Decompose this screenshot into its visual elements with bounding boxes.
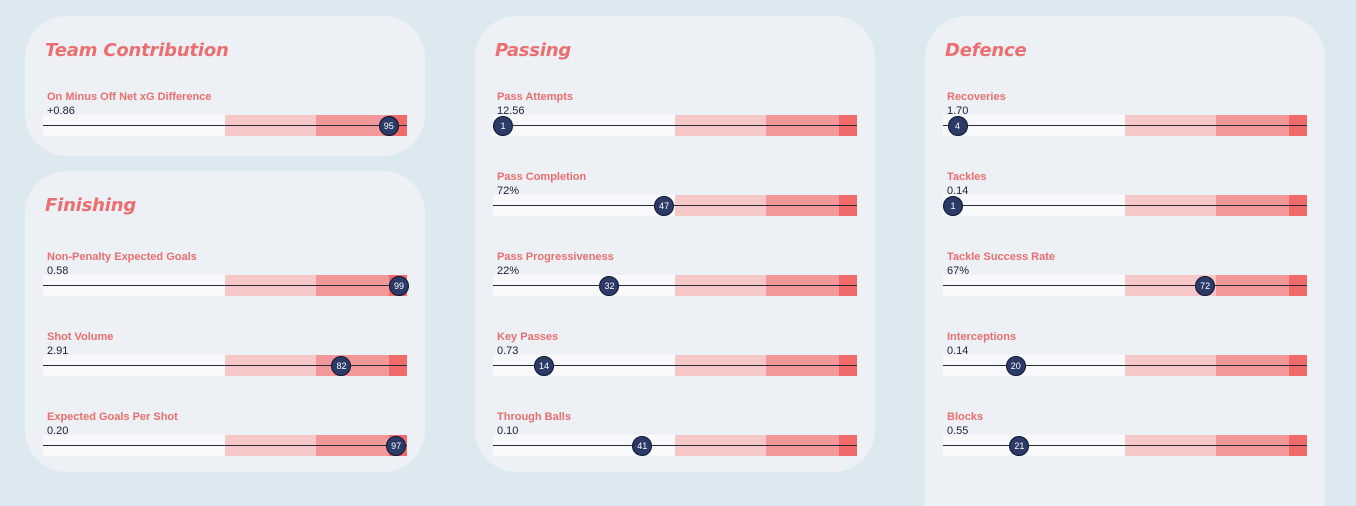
card-title: Finishing <box>45 195 137 216</box>
metric-label: Expected Goals Per Shot <box>47 411 178 423</box>
metric-label: On Minus Off Net xG Difference <box>47 91 212 103</box>
metric-value: +0.86 <box>47 105 75 117</box>
percentile-bar: 47 <box>493 195 857 216</box>
finishing-card: Finishing Non-Penalty Expected Goals 0.5… <box>25 171 425 472</box>
metric-value: 72% <box>497 185 520 197</box>
percentile-bar: 1 <box>493 115 857 136</box>
metric-label: Pass Attempts <box>497 91 574 103</box>
percentile-marker: 82 <box>331 356 352 376</box>
metric-through-balls: Through Balls 0.10 41 <box>493 411 857 471</box>
percentile-bar: 1 <box>943 195 1307 216</box>
metric-value: 0.20 <box>47 425 69 437</box>
percentile-marker: 14 <box>533 356 554 376</box>
percentile-marker: 1 <box>943 196 963 216</box>
percentile-marker: 97 <box>386 436 407 456</box>
metric-value: 67% <box>947 265 970 277</box>
metric-value: 0.10 <box>497 425 519 437</box>
bar-baseline <box>493 205 857 206</box>
percentile-marker: 21 <box>1009 436 1030 456</box>
percentile-marker: 20 <box>1005 356 1026 376</box>
percentile-marker: 4 <box>947 116 968 136</box>
metric-blocks: Blocks 0.55 21 <box>943 411 1307 471</box>
metric-label: Recoveries <box>947 91 1006 103</box>
bar-baseline <box>493 365 857 366</box>
percentile-bar: 95 <box>43 115 407 136</box>
percentile-bar: 97 <box>43 435 407 456</box>
metric-recoveries: Recoveries 1.70 4 <box>943 91 1307 151</box>
metric-value: 1.70 <box>947 105 969 117</box>
metric-label: Key Passes <box>497 331 559 343</box>
bar-baseline <box>943 285 1307 286</box>
bar-baseline <box>43 445 407 446</box>
percentile-bar: 99 <box>43 275 409 296</box>
metric-label: Non-Penalty Expected Goals <box>47 251 197 263</box>
bar-baseline <box>943 445 1307 446</box>
percentile-bar: 14 <box>493 355 857 376</box>
defence-card: Defence Recoveries 1.70 4 Tackles 0.14 1… <box>925 16 1325 506</box>
metric-value: 0.58 <box>47 265 69 277</box>
metric-non-penalty-xg: Non-Penalty Expected Goals 0.58 99 <box>43 251 409 311</box>
metric-shot-volume: Shot Volume 2.91 82 <box>43 331 407 391</box>
card-title: Team Contribution <box>45 40 229 61</box>
percentile-bar: 41 <box>493 435 857 456</box>
percentile-bar: 4 <box>943 115 1307 136</box>
percentile-marker: 32 <box>599 276 620 296</box>
card-title: Passing <box>495 40 572 61</box>
metric-value: 0.55 <box>947 425 969 437</box>
percentile-bar: 21 <box>943 435 1307 456</box>
metric-xg-per-shot: Expected Goals Per Shot 0.20 97 <box>43 411 407 471</box>
metric-pass-attempts: Pass Attempts 12.56 1 <box>493 91 857 151</box>
metric-label: Through Balls <box>497 411 571 423</box>
percentile-marker: 95 <box>378 116 399 136</box>
metric-interceptions: Interceptions 0.14 20 <box>943 331 1307 391</box>
metric-label: Tackles <box>947 171 987 183</box>
percentile-marker: 47 <box>654 196 675 216</box>
percentile-marker: 99 <box>389 276 409 296</box>
metric-value: 22% <box>497 265 520 277</box>
metric-value: 2.91 <box>47 345 69 357</box>
metric-label: Pass Completion <box>497 171 587 183</box>
card-title: Defence <box>945 40 1027 61</box>
metric-pass-completion: Pass Completion 72% 47 <box>493 171 857 231</box>
bar-baseline <box>43 125 407 126</box>
metric-tackle-success-rate: Tackle Success Rate 67% 72 <box>943 251 1307 311</box>
metric-pass-progressiveness: Pass Progressiveness 22% 32 <box>493 251 857 311</box>
metric-net-xg-difference: On Minus Off Net xG Difference +0.86 95 <box>43 91 407 151</box>
metric-tackles: Tackles 0.14 1 <box>943 171 1307 231</box>
bar-baseline <box>493 125 857 126</box>
metric-label: Blocks <box>947 411 984 423</box>
team-contribution-card: Team Contribution On Minus Off Net xG Di… <box>25 16 425 156</box>
bar-baseline <box>943 365 1307 366</box>
metric-value: 0.14 <box>947 185 969 197</box>
bar-baseline <box>943 125 1307 126</box>
percentile-bar: 82 <box>43 355 407 376</box>
bar-baseline <box>943 205 1307 206</box>
percentile-marker: 41 <box>632 436 653 456</box>
percentile-bar: 72 <box>943 275 1307 296</box>
bar-baseline <box>493 445 857 446</box>
metric-value: 12.56 <box>497 105 525 117</box>
bar-baseline <box>43 285 407 286</box>
percentile-marker: 72 <box>1195 276 1216 296</box>
metric-label: Shot Volume <box>47 331 114 343</box>
percentile-bar: 20 <box>943 355 1307 376</box>
metric-key-passes: Key Passes 0.73 14 <box>493 331 857 391</box>
metric-value: 0.14 <box>947 345 969 357</box>
passing-card: Passing Pass Attempts 12.56 1 Pass Compl… <box>475 16 875 472</box>
metric-label: Interceptions <box>947 331 1017 343</box>
metric-label: Tackle Success Rate <box>947 251 1056 263</box>
bar-baseline <box>43 365 407 366</box>
metric-value: 0.73 <box>497 345 519 357</box>
percentile-marker: 1 <box>493 116 513 136</box>
bar-baseline <box>493 285 857 286</box>
percentile-bar: 32 <box>493 275 857 296</box>
metric-label: Pass Progressiveness <box>497 251 614 263</box>
